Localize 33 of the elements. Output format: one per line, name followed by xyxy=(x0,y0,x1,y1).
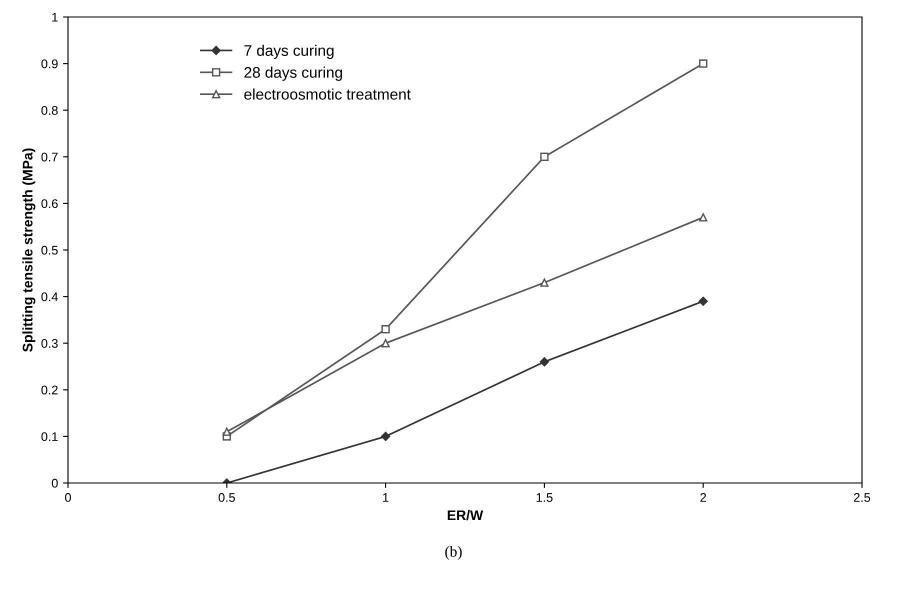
legend-label: 28 days curing xyxy=(244,66,342,81)
x-tick-label: 2 xyxy=(700,493,706,502)
point xyxy=(540,357,550,366)
y-tick-label: 0.7 xyxy=(41,152,58,162)
y-tick-label: 0.4 xyxy=(41,292,58,302)
point xyxy=(698,296,708,306)
y-tick-label: 0.2 xyxy=(41,386,58,394)
point xyxy=(222,428,231,436)
text: (b) xyxy=(445,546,462,560)
x-axis-title: ER/W xyxy=(448,510,484,520)
y-tick-label: 0.3 xyxy=(41,339,58,348)
x-tick-label: 1.5 xyxy=(536,493,553,502)
y-tick-label: 0.6 xyxy=(41,199,58,208)
x-tick-label: 0.5 xyxy=(218,493,235,502)
legend-label: 7 days curing xyxy=(244,44,334,59)
point xyxy=(381,339,390,348)
point xyxy=(699,213,708,222)
y-tick-label: 0.8 xyxy=(41,106,58,115)
legend-label: electroosmotic treatment xyxy=(244,88,411,100)
y-axis-title: Splitting tensile strength (MPa) xyxy=(22,148,36,352)
point xyxy=(381,325,390,334)
x-tick-label: 2.5 xyxy=(854,493,870,502)
y-tick-label: 0.1 xyxy=(41,432,58,442)
x-tick-label: 1 xyxy=(383,493,388,502)
point xyxy=(380,432,390,442)
y-tick-label: 0 xyxy=(52,478,58,488)
y-tick-label: 1 xyxy=(52,12,58,22)
x-tick-label: 0 xyxy=(65,493,71,502)
point xyxy=(699,59,708,68)
y-tick-label: 0.5 xyxy=(41,246,58,255)
y-tick-label: 0.9 xyxy=(41,59,58,68)
point xyxy=(540,278,549,287)
point xyxy=(540,152,549,161)
